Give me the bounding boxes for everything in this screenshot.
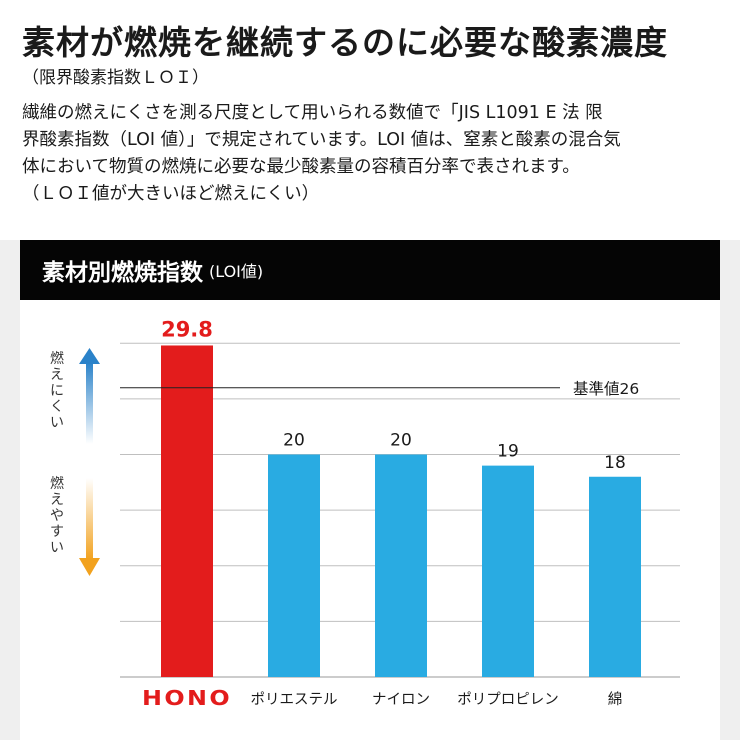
arrow-up-icon [79, 348, 100, 364]
bar-chart: 基準値26 29.8 HONO 20 ポリエステル 20 ナイロン 19 ポリプロピレン 18 綿 [79, 317, 680, 710]
chart-title: 素材別燃焼指数 [42, 260, 203, 286]
description: 繊維の燃えにくさを測る尺度として用いられる数値で「JIS L1091 E 法 限… [22, 100, 722, 208]
axis-label-flammable: 燃えやすい [50, 476, 64, 556]
description-line: 界酸素指数（LOI 値）」で規定されています。LOI 値は、窒素と酸素の混合気 [22, 130, 621, 150]
arrow-down-shaft [86, 478, 93, 560]
bar-value-label: 20 [390, 431, 412, 451]
page-title: 素材が燃焼を継続するのに必要な酸素濃度 [22, 23, 668, 62]
category-label: ポリエステル [251, 691, 338, 708]
arrow-up-shaft [86, 362, 93, 444]
bar [161, 345, 213, 677]
description-line: （ＬＯＩ値が大きいほど燃えにくい） [22, 184, 320, 204]
bar [589, 476, 641, 677]
bar [268, 454, 320, 677]
chart-area: 燃えにくい 燃えやすい 基準値26 29.8 HONO 20 ポリエステル 20 ナイロン… [20, 300, 720, 740]
arrow-down-icon [79, 558, 100, 576]
bar-value-label: 19 [497, 442, 519, 462]
bar-value-label: 18 [604, 453, 626, 473]
category-label: ポリプロピレン [457, 691, 559, 708]
category-label: 綿 [608, 691, 623, 708]
chart-panel: 素材別燃焼指数 (LOI値) 燃えにくい 燃えやすい 基準値26 29.8 HON… [0, 240, 740, 740]
category-label: HONO [142, 686, 232, 710]
chart-unit: (LOI値) [209, 262, 264, 281]
bar [482, 465, 534, 677]
category-label: ナイロン [372, 692, 430, 708]
chart-header: 素材別燃焼指数 (LOI値) [20, 240, 720, 300]
bar [375, 454, 427, 677]
reference-line-label: 基準値26 [573, 380, 639, 398]
axis-label-flame-resistant: 燃えにくい [50, 351, 64, 431]
bar-value-label: 20 [283, 431, 305, 451]
page-subtitle: （限界酸素指数ＬＯＩ） [22, 68, 209, 88]
description-line: 繊維の燃えにくさを測る尺度として用いられる数値で「JIS L1091 E 法 限 [22, 103, 603, 123]
bar-value-label: 29.8 [161, 317, 213, 341]
description-line: 体において物質の燃焼に必要な最少酸素量の容積百分率で表されます。 [22, 157, 580, 177]
